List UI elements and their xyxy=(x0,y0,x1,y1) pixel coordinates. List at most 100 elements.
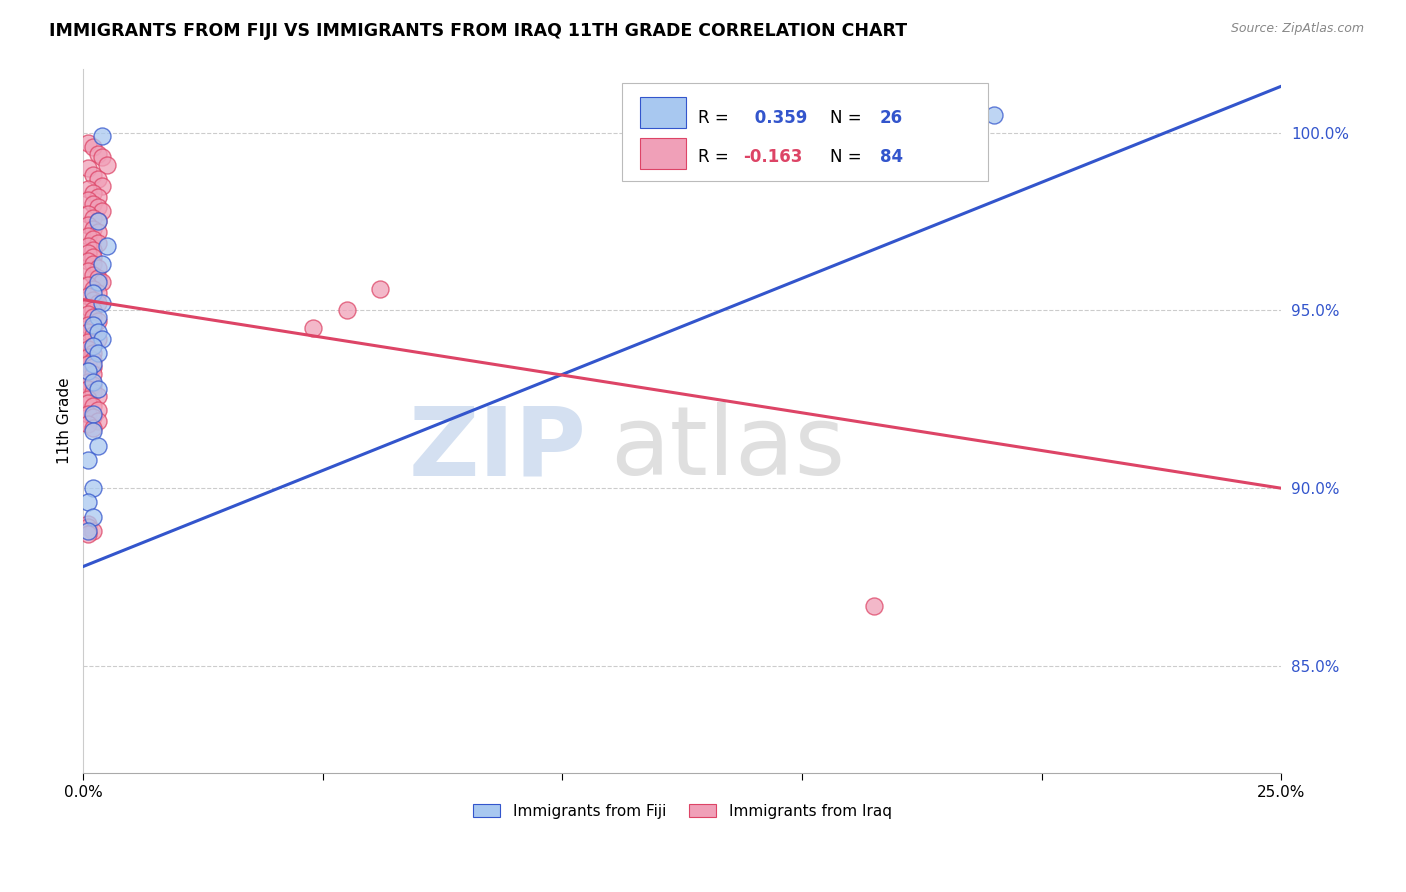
Point xyxy=(91,257,114,271)
Point xyxy=(77,417,100,432)
Point xyxy=(77,516,100,531)
Text: R =: R = xyxy=(697,109,734,127)
Point xyxy=(86,200,108,214)
Point xyxy=(82,168,104,182)
Point xyxy=(77,218,100,232)
Point xyxy=(86,275,108,289)
Point xyxy=(77,343,100,357)
Point xyxy=(86,310,108,325)
Point xyxy=(77,307,100,321)
Point xyxy=(91,296,114,310)
Point xyxy=(77,524,100,538)
Point xyxy=(91,178,114,193)
Point xyxy=(82,481,104,495)
Point xyxy=(77,396,100,410)
Point xyxy=(82,211,104,225)
Point xyxy=(82,303,104,318)
Point xyxy=(77,407,100,421)
Point xyxy=(82,250,104,264)
Point xyxy=(82,232,104,246)
Point xyxy=(86,225,108,239)
Point xyxy=(82,509,104,524)
Point xyxy=(82,310,104,325)
Bar xyxy=(640,137,686,169)
Point xyxy=(82,360,104,375)
Point xyxy=(82,400,104,414)
Point xyxy=(86,271,108,285)
Point xyxy=(77,246,100,260)
Point xyxy=(77,228,100,243)
Point xyxy=(77,452,100,467)
Point xyxy=(77,375,100,389)
Point xyxy=(82,410,104,425)
Point xyxy=(96,239,118,253)
FancyBboxPatch shape xyxy=(623,83,987,181)
Point xyxy=(82,421,104,435)
Point xyxy=(82,339,104,353)
Point xyxy=(82,318,104,332)
Point xyxy=(77,392,100,407)
Point xyxy=(86,171,108,186)
Text: R =: R = xyxy=(697,148,734,166)
Point xyxy=(86,314,108,328)
Text: 84: 84 xyxy=(880,148,903,166)
Point xyxy=(77,364,100,378)
Point xyxy=(82,221,104,235)
Point xyxy=(82,378,104,392)
Point xyxy=(77,264,100,278)
Point xyxy=(86,214,108,228)
Point xyxy=(86,325,108,339)
Point xyxy=(77,527,100,541)
Point xyxy=(86,403,108,417)
Point xyxy=(82,375,104,389)
Point xyxy=(91,203,114,218)
Point xyxy=(86,414,108,428)
Legend: Immigrants from Fiji, Immigrants from Iraq: Immigrants from Fiji, Immigrants from Ir… xyxy=(467,797,897,825)
Point xyxy=(77,300,100,314)
Text: -0.163: -0.163 xyxy=(744,148,803,166)
Point xyxy=(82,425,104,439)
Point xyxy=(91,129,114,144)
Point xyxy=(77,289,100,303)
Point xyxy=(82,140,104,154)
Text: atlas: atlas xyxy=(610,402,845,495)
Point xyxy=(82,186,104,200)
Text: ZIP: ZIP xyxy=(409,402,586,495)
Text: IMMIGRANTS FROM FIJI VS IMMIGRANTS FROM IRAQ 11TH GRADE CORRELATION CHART: IMMIGRANTS FROM FIJI VS IMMIGRANTS FROM … xyxy=(49,22,907,40)
Point xyxy=(82,257,104,271)
Point xyxy=(86,214,108,228)
Point xyxy=(86,235,108,250)
Point xyxy=(77,253,100,268)
Point xyxy=(77,495,100,509)
Point xyxy=(336,303,359,318)
Point xyxy=(77,182,100,196)
Point xyxy=(77,357,100,371)
Point xyxy=(77,382,100,396)
Point xyxy=(82,328,104,343)
Point xyxy=(370,282,392,296)
Point xyxy=(86,147,108,161)
Point xyxy=(86,438,108,452)
Point xyxy=(82,196,104,211)
Point xyxy=(82,346,104,360)
Point xyxy=(77,364,100,378)
Point xyxy=(82,407,104,421)
Point xyxy=(82,321,104,335)
Point xyxy=(77,161,100,175)
Text: N =: N = xyxy=(830,109,866,127)
Point xyxy=(77,193,100,207)
Point xyxy=(86,382,108,396)
Point xyxy=(96,157,118,171)
Point xyxy=(82,293,104,307)
Point xyxy=(82,268,104,282)
Point xyxy=(77,520,100,534)
Point xyxy=(77,318,100,332)
Text: Source: ZipAtlas.com: Source: ZipAtlas.com xyxy=(1230,22,1364,36)
Point xyxy=(91,150,114,164)
Bar xyxy=(640,96,686,128)
Point xyxy=(77,239,100,253)
Text: 26: 26 xyxy=(880,109,903,127)
Point xyxy=(77,136,100,151)
Point xyxy=(91,275,114,289)
Point xyxy=(86,285,108,300)
